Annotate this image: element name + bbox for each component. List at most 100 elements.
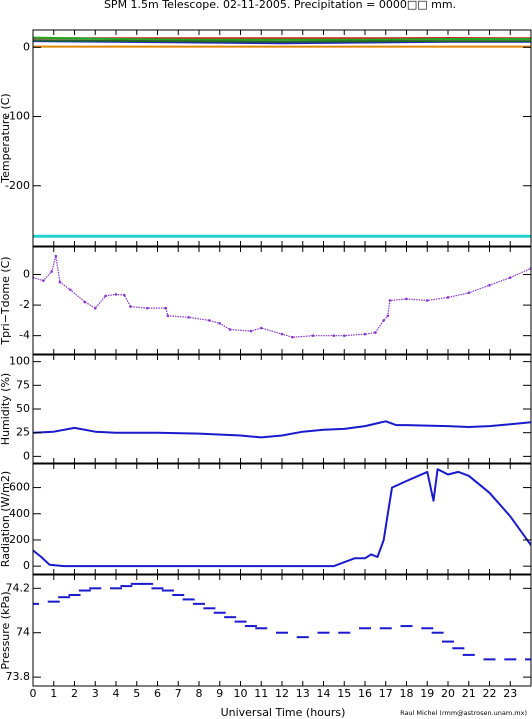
pressure-point [182, 598, 195, 601]
pressure-point [58, 596, 71, 599]
credit-text: Raul Michel (rmm@astrosen.unam.mx) [400, 709, 527, 717]
pressure-point [151, 587, 164, 590]
tpri-tdome-y-axis-label: Tpri−Tdome (C) [0, 256, 12, 345]
pressure-point [234, 620, 247, 623]
x-tick-label: 17 [379, 687, 393, 700]
humidity-y-tick-label: 0 [23, 449, 30, 462]
pressure-point [525, 658, 531, 661]
chart-title: SPM 1.5m Telescope. 02-11-2005. Precipit… [104, 0, 456, 11]
tpri-tdome-data [33, 254, 531, 339]
x-tick-label: 1 [50, 687, 57, 700]
pressure-data [33, 582, 531, 661]
x-tick-label: 23 [503, 687, 517, 700]
humidity-data [33, 420, 531, 439]
pressure-y-tick-label: 74.2 [6, 581, 31, 594]
humidity-y-axis-label: Humidity (%) [0, 373, 12, 445]
x-tick-label: 10 [234, 687, 248, 700]
pressure-point [431, 631, 444, 634]
pressure-frame [32, 574, 532, 687]
pressure-point [141, 582, 154, 585]
temperature-frame [32, 29, 532, 247]
pressure-point [338, 631, 351, 634]
pressure-point [483, 658, 496, 661]
pressure-y-tick-label: 73.8 [6, 670, 31, 683]
pressure-point [379, 627, 392, 630]
pressure-point [462, 653, 475, 656]
radiation-y-axis-label: Radiation (W/m2) [0, 471, 12, 567]
pressure-y-tick-label: 74 [16, 626, 30, 639]
pressure-point [400, 625, 413, 628]
tpri-tdome-y-tick-label: -2 [19, 298, 30, 311]
humidity-panel: 0 25 50 75 100 Humidity (%) [0, 354, 532, 464]
x-tick-label: 9 [216, 687, 223, 700]
radiation-frame [32, 463, 532, 575]
x-tick-label: 15 [337, 687, 351, 700]
temperature-data [33, 36, 531, 238]
humidity-frame [32, 354, 532, 464]
x-tick-label: 18 [400, 687, 414, 700]
radiation-y-tick-label: 600 [9, 481, 30, 494]
humidity-y-tick-label: 75 [16, 378, 30, 391]
pressure-point [452, 647, 465, 650]
humidity-series-line [33, 420, 531, 439]
pressure-point [213, 611, 226, 614]
x-tick-label: 3 [92, 687, 99, 700]
pressure-point [317, 631, 330, 634]
tpri-tdome-y-tick-label: 0 [23, 268, 30, 281]
temperature-y-tick-label: -200 [5, 179, 30, 192]
pressure-point [130, 582, 143, 585]
pressure-point [442, 640, 454, 643]
temperature-y-tick-label: -100 [5, 110, 30, 123]
pressure-point [78, 589, 91, 592]
x-tick-label: 4 [113, 687, 120, 700]
pressure-point [359, 627, 371, 630]
tpri-tdome-point [311, 334, 315, 337]
tpri-tdome-series-trace [33, 256, 531, 338]
humidity-y-tick-label: 25 [16, 426, 30, 439]
pressure-point [172, 593, 185, 596]
tpri-tdome-panel: 0 -2 -4 Tpri−Tdome (C) [0, 246, 532, 355]
x-tick-label: 12 [275, 687, 289, 700]
radiation-series-line [33, 468, 531, 568]
humidity-y-tick-label: 50 [16, 402, 30, 415]
radiation-y-tick-label: 400 [9, 507, 30, 520]
temperature-y-axis-label: Temperature (C) [0, 93, 12, 183]
x-tick-label: 8 [196, 687, 203, 700]
x-tick-label: 16 [358, 687, 372, 700]
pressure-point [421, 627, 434, 630]
pressure-point [120, 585, 133, 588]
temperature-y-tick-label: 0 [23, 40, 30, 53]
pressure-point [296, 636, 309, 639]
pressure-point [224, 616, 237, 619]
x-tick-label: 21 [462, 687, 476, 700]
pressure-point [110, 587, 122, 590]
pressure-point [504, 658, 517, 661]
x-tick-label: 11 [254, 687, 268, 700]
pressure-point [244, 625, 257, 628]
temperature-series-line [33, 36, 531, 41]
x-tick-label: 7 [175, 687, 182, 700]
radiation-y-tick-label: 200 [9, 533, 30, 546]
pressure-point [193, 602, 205, 605]
x-tick-label: 0 [30, 687, 37, 700]
pressure-point [47, 600, 60, 603]
x-axis-label: Universal Time (hours) [221, 706, 346, 719]
pressure-point [203, 607, 216, 610]
pressure-point [276, 631, 288, 634]
tpri-tdome-y-tick-label: -4 [19, 329, 30, 342]
radiation-data [33, 468, 531, 568]
x-tick-label: 19 [420, 687, 434, 700]
x-tick-label: 5 [133, 687, 140, 700]
x-tick-label: 20 [441, 687, 455, 700]
radiation-y-tick-label: 0 [23, 559, 30, 572]
pressure-point [161, 589, 174, 592]
x-tick-label: 14 [317, 687, 331, 700]
pressure-point [68, 593, 81, 596]
pressure-point [89, 587, 102, 590]
x-tick-label: 22 [483, 687, 497, 700]
x-tick-label: 6 [154, 687, 161, 700]
